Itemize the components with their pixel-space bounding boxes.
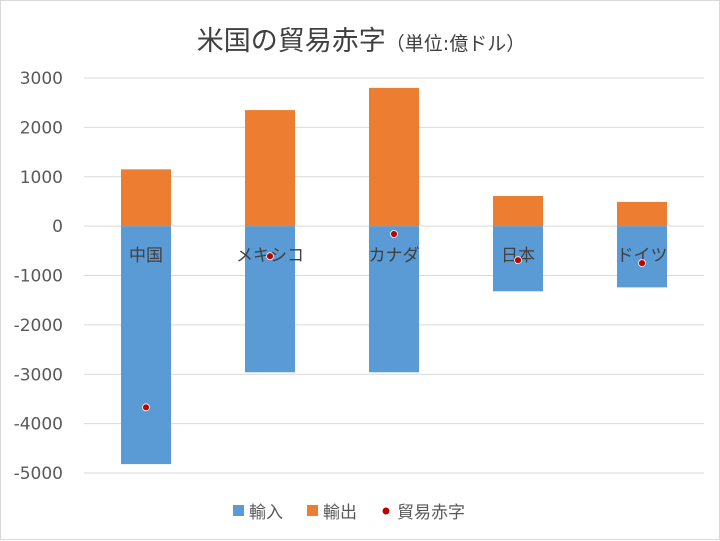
x-category-label: 日本 [501, 246, 535, 266]
y-tick-label: -1000 [14, 267, 63, 287]
point-貿易赤字 [514, 256, 522, 265]
chart-title: 米国の貿易赤字（単位:億ドル） [196, 26, 526, 57]
bar-輸出 [121, 169, 171, 227]
y-tick-label: -2000 [14, 316, 63, 336]
bar-輸入 [245, 226, 295, 373]
y-tick-label: 3000 [20, 69, 63, 89]
point-貿易赤字 [390, 230, 398, 238]
point-貿易赤字 [638, 259, 646, 268]
y-tick-label: -4000 [14, 415, 63, 435]
y-tick-label: -3000 [14, 365, 63, 385]
bar-輸出 [617, 201, 667, 227]
legend-label: 輸入 [249, 503, 283, 523]
point-貿易赤字 [142, 403, 150, 412]
y-tick-label: 2000 [20, 118, 63, 138]
x-category-label: カナダ [369, 246, 420, 266]
x-category-label: 中国 [129, 246, 163, 266]
legend-swatch [307, 505, 318, 516]
legend-marker [382, 507, 390, 515]
bar-輸出 [493, 196, 543, 227]
y-tick-label: 1000 [20, 168, 63, 188]
legend-label: 輸出 [323, 503, 357, 523]
bar-輸入 [121, 226, 171, 465]
bar-輸入 [369, 226, 419, 373]
y-tick-label: -5000 [14, 464, 63, 484]
legend-label: 貿易赤字 [397, 503, 465, 523]
bar-輸入 [617, 226, 667, 288]
legend-swatch [233, 505, 244, 516]
point-貿易赤字 [266, 252, 274, 261]
bar-輸出 [245, 110, 295, 227]
bar-輸出 [369, 87, 419, 227]
x-category-label: ドイツ [617, 246, 668, 266]
y-tick-label: 0 [52, 217, 63, 237]
